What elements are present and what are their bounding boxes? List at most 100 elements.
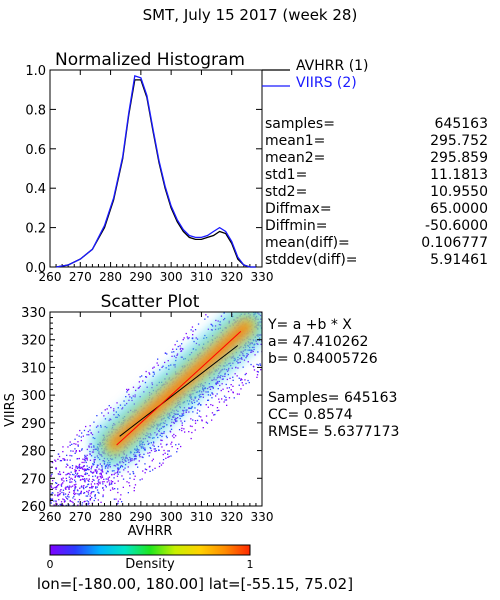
scatter-point xyxy=(251,288,252,289)
scatter-point xyxy=(212,325,214,327)
scatter-point xyxy=(66,459,68,461)
legend-label-avhrr: AVHRR (1) xyxy=(296,58,369,74)
scatter-point xyxy=(137,387,139,389)
scatter-point xyxy=(102,487,104,489)
scatter-point xyxy=(129,396,131,398)
scatter-point xyxy=(55,500,57,502)
scatter-point xyxy=(145,469,148,471)
scatter-point xyxy=(181,424,183,426)
scatter-point xyxy=(62,446,64,448)
scatter-point xyxy=(158,465,161,468)
scatter-point xyxy=(70,486,72,488)
scatter-point xyxy=(200,404,202,406)
scatter-point xyxy=(254,354,256,356)
scatter-point xyxy=(260,304,261,305)
scatter-point xyxy=(55,526,56,527)
scatter-point xyxy=(207,406,209,408)
scatter-point xyxy=(225,383,227,386)
scatter-point xyxy=(124,467,126,469)
legend-label-viirs: VIIRS (2) xyxy=(296,75,357,91)
scatter-point xyxy=(69,441,71,443)
scatter-point xyxy=(142,380,144,382)
scatter-point xyxy=(257,290,258,291)
scatter-point xyxy=(190,418,192,420)
scatter-ytick-label: 280 xyxy=(21,445,46,460)
scatter-ytick-label: 320 xyxy=(21,334,46,349)
scatter-point xyxy=(87,493,90,495)
scatter-point xyxy=(97,482,100,484)
scatter-point xyxy=(119,498,121,500)
scatter-point xyxy=(231,297,232,298)
scatter-point xyxy=(68,491,71,493)
scatter-point xyxy=(177,345,179,348)
scatter-point xyxy=(249,310,250,311)
scatter-point xyxy=(215,395,217,397)
scatter-point xyxy=(248,381,250,384)
scatter-point xyxy=(90,483,92,485)
scatter-point xyxy=(163,432,165,434)
scatter-point xyxy=(75,451,77,453)
scatter-point xyxy=(102,495,104,498)
scatter-point xyxy=(79,467,81,469)
scatter-point xyxy=(190,437,192,440)
scatter-point xyxy=(71,481,73,483)
scatter-point xyxy=(123,400,125,402)
scatter-point xyxy=(220,389,222,392)
scatter-point xyxy=(94,494,96,496)
scatter-point xyxy=(92,475,94,478)
scatter-point xyxy=(161,439,163,442)
histogram-legend: AVHRR (1) VIIRS (2) xyxy=(262,58,369,91)
scatter-point xyxy=(86,468,88,471)
scatter-point xyxy=(68,487,70,489)
scatter-point xyxy=(54,524,55,525)
scatter-point xyxy=(193,401,196,404)
scatter-point xyxy=(139,376,141,378)
stat-value: -50.6000 xyxy=(425,218,488,234)
scatter-point xyxy=(59,460,62,462)
scatter-point xyxy=(98,468,100,470)
scatter-point xyxy=(113,414,115,416)
scatter-point xyxy=(61,510,62,511)
scatter-point xyxy=(56,503,58,505)
scatter-point xyxy=(73,490,75,492)
scatter-point xyxy=(201,420,203,422)
scatter-point xyxy=(230,384,232,386)
scatter-point xyxy=(180,420,182,422)
scatter-point xyxy=(214,413,216,416)
scatter-point xyxy=(50,493,52,495)
scatter-point xyxy=(133,457,136,460)
scatter-point xyxy=(62,518,63,519)
scatter-point xyxy=(64,524,65,525)
scatter-point xyxy=(73,495,75,498)
scatter-point xyxy=(135,389,137,392)
scatter-point xyxy=(148,442,150,444)
scatter-point xyxy=(218,307,219,308)
scatter-point xyxy=(222,388,224,390)
scatter-point xyxy=(156,362,158,364)
scatter-point xyxy=(107,467,109,469)
scatter-point xyxy=(82,468,84,470)
scatter-point xyxy=(55,532,56,533)
regression-slope: b= 0.84005726 xyxy=(268,351,378,367)
scatter-point xyxy=(69,444,71,446)
scatter-point xyxy=(213,414,215,416)
scatter-point xyxy=(67,538,68,539)
scatter-point xyxy=(85,469,87,471)
scatter-point xyxy=(79,493,81,495)
scatter-point xyxy=(174,419,177,421)
scatter-point xyxy=(142,470,144,472)
scatter-point xyxy=(74,470,77,472)
scatter-point xyxy=(69,500,71,502)
scatter-point xyxy=(78,457,80,460)
scatter-point xyxy=(149,373,151,375)
scatter-point xyxy=(260,293,261,294)
scatter-point xyxy=(182,339,184,341)
scatter-point xyxy=(93,508,94,509)
scatter-point xyxy=(223,401,225,403)
scatter-point xyxy=(227,390,230,393)
scatter-point xyxy=(228,295,229,296)
scatter-point xyxy=(256,300,257,301)
scatter-point xyxy=(101,466,103,468)
scatter-point xyxy=(138,451,140,454)
scatter-point xyxy=(62,482,64,484)
